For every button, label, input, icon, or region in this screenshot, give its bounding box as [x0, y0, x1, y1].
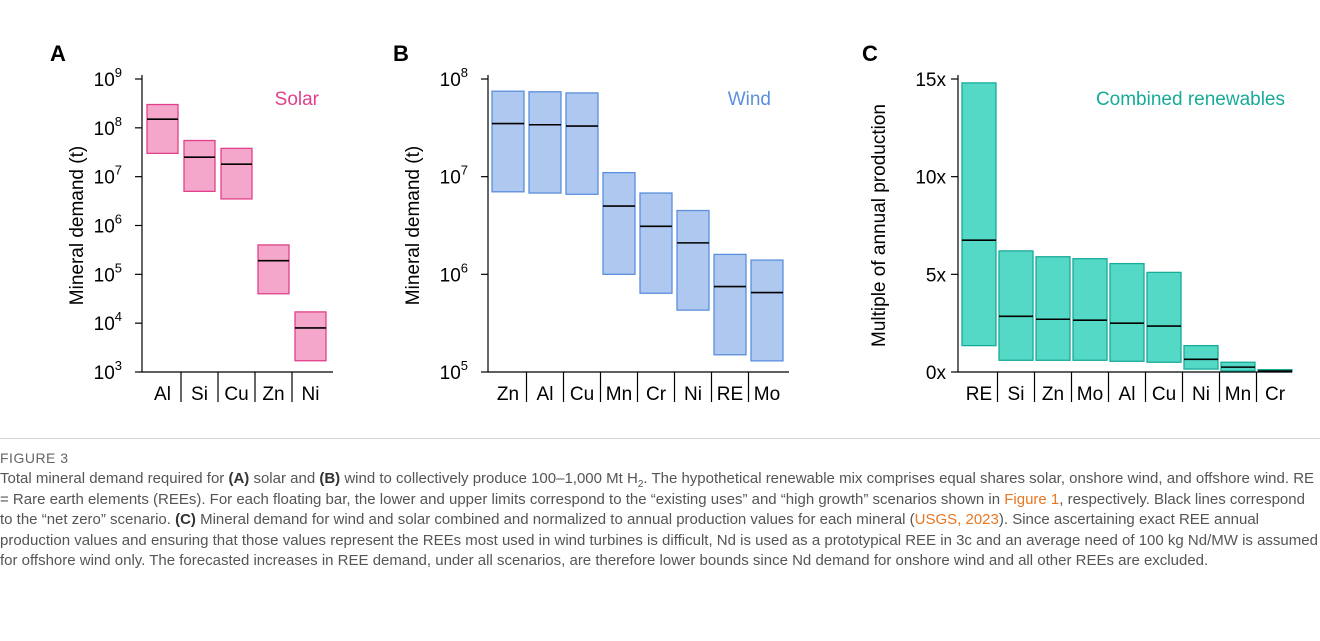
- floating-bar: [998, 250, 1034, 361]
- floating-bar: [1035, 256, 1071, 361]
- y-tick-label: 108: [94, 114, 122, 140]
- panel-letter: A: [50, 41, 66, 66]
- floating-bar: [565, 92, 599, 195]
- y-tick-label: 106: [94, 212, 122, 238]
- x-tick-label: Cu: [1152, 384, 1176, 405]
- x-tick-label: Al: [1119, 384, 1136, 405]
- y-axis-label: Mineral demand (t): [67, 146, 88, 305]
- panel-title: Wind: [728, 89, 771, 110]
- x-tick-label: Ni: [684, 384, 702, 405]
- y-tick-label: 109: [94, 65, 122, 91]
- x-tick-label: Mn: [606, 384, 632, 405]
- x-tick-label: Ni: [302, 384, 320, 405]
- y-tick-label: 107: [440, 163, 468, 189]
- usgs-citation-link[interactable]: USGS, 2023: [914, 511, 999, 529]
- x-tick-label: Mo: [1077, 384, 1103, 405]
- x-tick-label: Zn: [262, 384, 284, 405]
- floating-bar: [961, 82, 997, 347]
- panel-c: C Multiple of annual production 0x 5x 10x 15x…: [862, 41, 1293, 405]
- x-tick-label: Si: [191, 384, 208, 405]
- floating-bar: [491, 90, 525, 193]
- floating-bar: [1183, 344, 1219, 370]
- floating-bar: [676, 209, 710, 311]
- x-tick-label: Mo: [754, 384, 780, 405]
- panel-letter: C: [862, 41, 878, 66]
- y-tick-label: 5x: [926, 265, 947, 286]
- floating-bar: [528, 91, 562, 194]
- y-tick-label: 15x: [915, 70, 946, 91]
- figure-1-link[interactable]: Figure 1: [1004, 490, 1060, 508]
- y-axis-label: Mineral demand (t): [403, 146, 424, 305]
- x-tick-label: Cu: [570, 384, 594, 405]
- caption-text: Total mineral demand required for (A) so…: [0, 470, 1318, 570]
- panel-a: A Mineral demand (t) 103 104 105 106 107 108 109…: [50, 41, 333, 405]
- y-tick-label: 106: [440, 260, 468, 286]
- y-tick-label: 103: [94, 358, 122, 384]
- floating-bar: [220, 147, 253, 200]
- x-tick-label: Al: [154, 384, 171, 405]
- x-tick-label: Al: [537, 384, 554, 405]
- y-tick-label: 0x: [926, 363, 947, 384]
- x-tick-label: Zn: [497, 384, 519, 405]
- x-tick-label: Si: [1008, 384, 1025, 405]
- floating-bar: [750, 259, 784, 362]
- panel-title: Combined renewables: [1096, 89, 1285, 110]
- x-tick-label: Cr: [1265, 384, 1286, 405]
- figure-label: FIGURE 3: [0, 450, 69, 466]
- x-tick-label: Mn: [1225, 384, 1251, 405]
- y-axis-label: Multiple of annual production: [869, 104, 890, 347]
- divider: [0, 438, 1320, 439]
- x-tick-label: RE: [966, 384, 992, 405]
- floating-bar: [257, 244, 290, 295]
- floating-bar: [639, 192, 673, 294]
- y-tick-label: 105: [94, 260, 122, 286]
- x-tick-label: Ni: [1192, 384, 1210, 405]
- panel-letter: B: [393, 41, 409, 66]
- y-tick-label: 108: [440, 65, 468, 91]
- floating-bar: [294, 311, 327, 362]
- floating-bar: [713, 253, 747, 356]
- floating-bar: [1072, 258, 1108, 361]
- floating-bar: [1109, 262, 1145, 362]
- floating-bar: [146, 103, 179, 155]
- y-tick-label: 104: [94, 309, 122, 335]
- x-tick-label: RE: [717, 384, 743, 405]
- y-tick-label: 107: [94, 163, 122, 189]
- x-tick-label: Zn: [1042, 384, 1064, 405]
- y-tick-label: 10x: [915, 168, 946, 189]
- x-tick-label: Cu: [224, 384, 248, 405]
- floating-bar: [602, 171, 636, 275]
- panel-b: B Mineral demand (t) 105 106 107 108 Zn Al Cu Mn C…: [393, 41, 789, 405]
- panel-title: Solar: [275, 89, 320, 110]
- floating-bar: [183, 139, 216, 193]
- y-tick-label: 105: [440, 358, 468, 384]
- figure-panels: A Mineral demand (t) 103 104 105 106 107 108 109…: [50, 41, 1293, 405]
- figure-caption: FIGURE 3 Total mineral demand required f…: [0, 450, 1318, 572]
- floating-bar: [1146, 271, 1182, 363]
- x-tick-label: Cr: [646, 384, 667, 405]
